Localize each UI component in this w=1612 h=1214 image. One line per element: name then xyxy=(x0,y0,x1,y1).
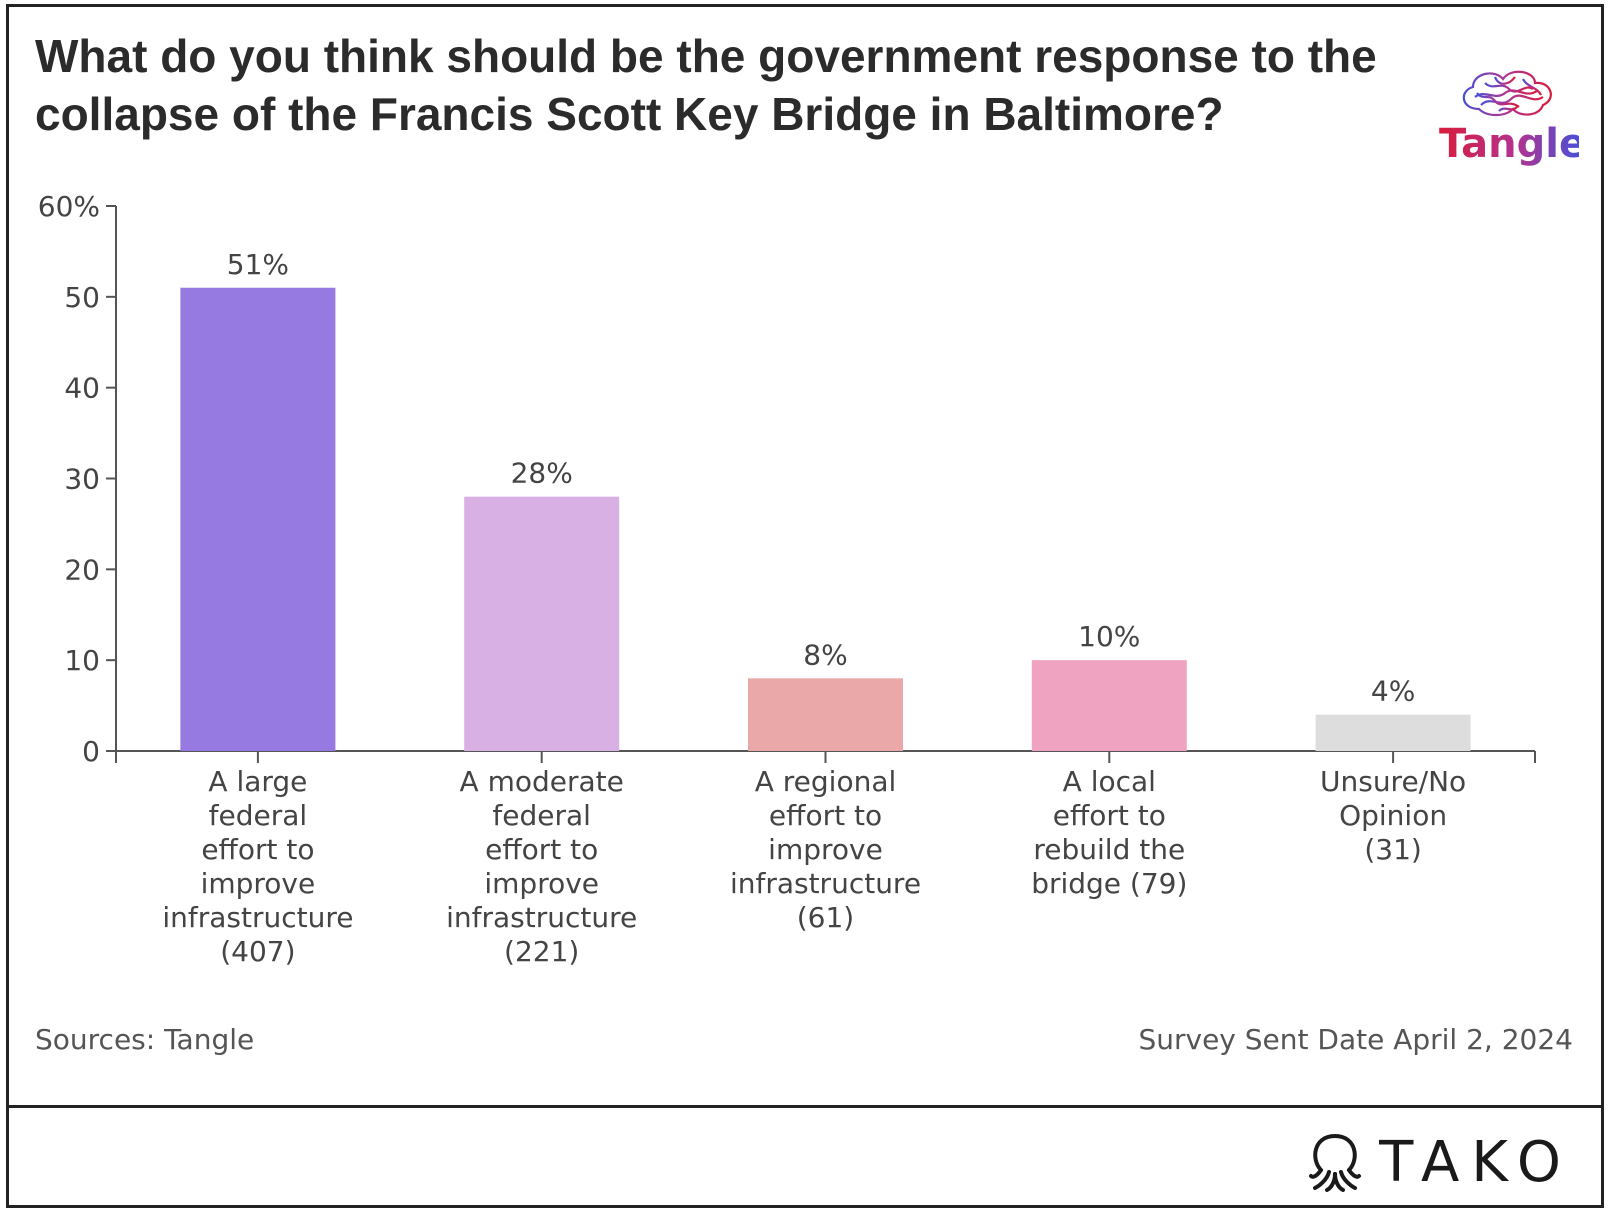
x-tick-label: (61) xyxy=(797,901,854,934)
x-tick-label: A large xyxy=(208,765,307,798)
tako-wordmark: TAKO xyxy=(1379,1129,1573,1195)
bar-value-label: 51% xyxy=(227,248,289,281)
tangle-logo: Tangle xyxy=(1439,65,1587,175)
x-tick-label: (407) xyxy=(220,935,295,968)
chart-title: What do you think should be the governme… xyxy=(35,30,1377,140)
tako-octopus-icon xyxy=(1309,1133,1362,1192)
y-tick-label: 40 xyxy=(64,372,100,405)
bar-value-label: 28% xyxy=(511,457,573,490)
y-tick-label: 50 xyxy=(64,281,100,314)
x-tick-label: effort to xyxy=(769,799,882,832)
y-tick-label: 10 xyxy=(64,644,100,677)
chart-card: What do you think should be the governme… xyxy=(6,4,1604,1208)
x-tick-label: A local xyxy=(1063,765,1156,798)
x-tick-label: infrastructure xyxy=(446,901,637,934)
y-tick-label: 20 xyxy=(64,553,100,586)
brain-icon xyxy=(1462,70,1552,117)
x-tick-label: Opinion xyxy=(1339,799,1447,832)
x-tick-label: infrastructure xyxy=(162,901,353,934)
bar-value-label: 10% xyxy=(1078,620,1140,653)
x-tick-label: Unsure/No xyxy=(1320,765,1466,798)
sources-note: Sources: Tangle xyxy=(35,1023,255,1056)
footer-divider xyxy=(9,1105,1601,1108)
bar xyxy=(1315,714,1471,751)
x-tick-label: improve xyxy=(201,867,316,900)
x-tick-label: A moderate xyxy=(460,765,624,798)
x-tick-label: rebuild the xyxy=(1033,833,1185,866)
x-tick-label: effort to xyxy=(201,833,314,866)
bar xyxy=(1031,660,1187,751)
x-tick-label: improve xyxy=(768,833,883,866)
x-tick-label: effort to xyxy=(485,833,598,866)
tako-brand: TAKO xyxy=(1307,1127,1573,1197)
bar xyxy=(748,678,903,751)
survey-date: Survey Sent Date April 2, 2024 xyxy=(1138,1023,1573,1056)
x-tick-label: effort to xyxy=(1053,799,1166,832)
y-tick-label: 0 xyxy=(82,735,100,768)
x-tick-label: bridge (79) xyxy=(1031,867,1187,900)
x-tick-label: infrastructure xyxy=(730,867,921,900)
y-tick-label: 60% xyxy=(38,190,100,223)
x-tick-label: (221) xyxy=(504,935,579,968)
x-tick-label: federal xyxy=(492,799,591,832)
bar-value-label: 4% xyxy=(1371,675,1415,708)
bar xyxy=(180,287,336,751)
x-tick-label: federal xyxy=(209,799,308,832)
tangle-wordmark: Tangle xyxy=(1439,121,1587,167)
y-tick-label: 30 xyxy=(64,463,100,496)
x-tick-label: (31) xyxy=(1364,833,1421,866)
x-tick-label: improve xyxy=(484,867,599,900)
x-tick-label: A regional xyxy=(755,765,897,798)
bar xyxy=(464,496,620,751)
bar-value-label: 8% xyxy=(803,638,847,671)
